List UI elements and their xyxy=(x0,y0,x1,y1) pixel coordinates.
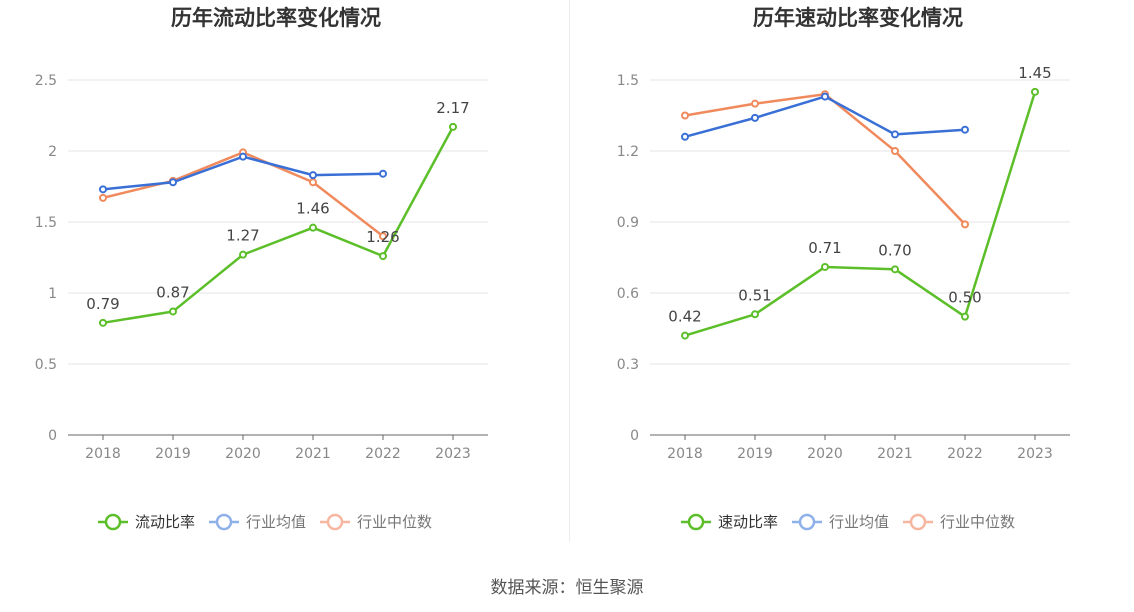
legend-circle-icon xyxy=(326,513,344,531)
x-tick-label: 2019 xyxy=(737,446,773,462)
legend: 流动比率 行业均值 行业中位数 xyxy=(98,513,432,531)
data-point-main xyxy=(169,307,177,316)
data-label: 0.51 xyxy=(738,286,771,304)
series-line-main xyxy=(684,91,1037,337)
data-point-median xyxy=(751,99,759,108)
y-tick-label: 2.5 xyxy=(35,73,57,89)
y-tick-label: 2 xyxy=(48,144,57,160)
legend-label: 速动比率 xyxy=(718,513,778,531)
legend-item-main[interactable]: 速动比率 xyxy=(681,513,778,531)
legend-item-avg[interactable]: 行业均值 xyxy=(792,513,889,531)
data-point-median xyxy=(309,178,317,187)
x-tick-label: 2020 xyxy=(225,446,261,462)
data-point-median xyxy=(961,220,969,229)
y-tick-label: 0.5 xyxy=(35,357,57,373)
legend-label: 行业中位数 xyxy=(357,513,432,531)
data-point-avg xyxy=(961,125,969,134)
y-tick-label: 0.3 xyxy=(617,357,639,373)
data-point-median xyxy=(891,147,899,155)
data-point-median xyxy=(681,111,689,120)
data-label: 2.17 xyxy=(436,99,469,117)
chart-title: 历年速动比率变化情况 xyxy=(753,6,963,30)
x-tick-label: 2022 xyxy=(365,446,401,462)
data-point-avg xyxy=(681,132,689,141)
legend-label: 行业均值 xyxy=(829,513,889,531)
legend-circle-icon xyxy=(687,513,705,531)
data-point-avg xyxy=(239,152,247,161)
y-tick-label: 1 xyxy=(48,286,57,302)
data-label: 1.26 xyxy=(366,228,399,246)
y-tick-label: 1.5 xyxy=(617,73,639,89)
data-point-avg xyxy=(379,169,387,178)
y-tick-label: 1.5 xyxy=(35,215,57,231)
series-line-avg xyxy=(102,155,384,191)
data-point-median xyxy=(99,193,107,202)
legend-circle-icon xyxy=(215,513,233,531)
x-tick-label: 2018 xyxy=(85,446,121,462)
data-point-main xyxy=(309,223,317,232)
data-point-main xyxy=(891,265,899,274)
chart-divider xyxy=(569,0,570,542)
data-point-main xyxy=(751,310,759,319)
chart-2: 历年速动比率变化情况 0 0.3 0.6 0.9 1.2 1.5 2018 2019 2020 20… xyxy=(617,6,1070,531)
data-label: 0.79 xyxy=(86,295,119,313)
x-tick-label: 2020 xyxy=(807,446,843,462)
legend-label: 行业均值 xyxy=(246,513,306,531)
series-line-avg xyxy=(684,95,966,139)
x-tick-label: 2021 xyxy=(877,446,913,462)
data-point-main xyxy=(449,122,457,131)
legend-item-avg[interactable]: 行业均值 xyxy=(209,513,306,531)
source-note: 数据来源：恒生聚源 xyxy=(490,578,644,598)
y-tick-label: 0 xyxy=(630,428,639,444)
data-label: 0.42 xyxy=(668,308,701,326)
x-tick-label: 2023 xyxy=(435,446,471,462)
data-point-avg xyxy=(821,92,829,101)
data-point-avg xyxy=(99,185,107,194)
data-point-median xyxy=(379,232,387,241)
series-line-median xyxy=(102,151,384,238)
y-tick-label: 0 xyxy=(48,428,57,444)
data-label: 1.45 xyxy=(1018,64,1051,82)
data-point-main xyxy=(99,318,107,327)
y-tick-label: 0.6 xyxy=(617,286,639,302)
data-point-avg xyxy=(751,113,759,122)
chart-1: 历年流动比率变化情况 0 0.5 1 1.5 2 2.5 2018 2019 2020 2021 20… xyxy=(35,6,488,531)
data-label: 0.70 xyxy=(878,241,911,259)
legend-circle-icon xyxy=(909,513,927,531)
legend-label: 行业中位数 xyxy=(940,513,1015,531)
chart-title: 历年流动比率变化情况 xyxy=(171,6,381,30)
legend-label: 流动比率 xyxy=(135,513,195,531)
series-line-median xyxy=(684,92,966,226)
series-line-main xyxy=(102,126,455,325)
data-point-avg xyxy=(891,130,899,139)
data-label: 0.50 xyxy=(948,289,981,307)
data-point-main xyxy=(379,252,387,261)
x-tick-label: 2019 xyxy=(155,446,191,462)
data-point-avg xyxy=(169,178,177,187)
legend: 速动比率 行业均值 行业中位数 xyxy=(681,513,1015,531)
data-point-main xyxy=(681,331,689,340)
x-tick-label: 2021 xyxy=(295,446,331,462)
data-label: 1.46 xyxy=(296,200,329,218)
data-label: 1.27 xyxy=(226,227,259,245)
legend-item-median[interactable]: 行业中位数 xyxy=(320,513,432,531)
data-point-avg xyxy=(309,171,317,180)
data-label: 0.87 xyxy=(156,283,189,301)
data-label: 0.71 xyxy=(808,239,841,257)
data-point-main xyxy=(821,262,829,271)
legend-circle-icon xyxy=(104,513,122,531)
x-tick-label: 2018 xyxy=(667,446,703,462)
data-point-main xyxy=(961,312,969,321)
x-tick-label: 2023 xyxy=(1017,446,1053,462)
legend-item-main[interactable]: 流动比率 xyxy=(98,513,195,531)
data-point-main xyxy=(1031,87,1039,96)
legend-item-median[interactable]: 行业中位数 xyxy=(903,513,1015,531)
y-tick-label: 0.9 xyxy=(617,215,639,231)
y-tick-label: 1.2 xyxy=(617,144,639,160)
x-tick-label: 2022 xyxy=(947,446,983,462)
data-point-main xyxy=(239,250,247,259)
legend-circle-icon xyxy=(798,513,816,531)
